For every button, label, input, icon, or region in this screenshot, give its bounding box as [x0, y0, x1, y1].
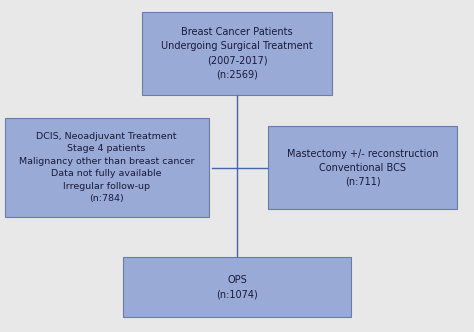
FancyBboxPatch shape	[142, 12, 332, 95]
FancyBboxPatch shape	[123, 257, 351, 317]
Text: Mastectomy +/- reconstruction
Conventional BCS
(n:711): Mastectomy +/- reconstruction Convention…	[287, 149, 438, 187]
Text: DCIS, Neoadjuvant Treatment
Stage 4 patients
Malignancy other than breast cancer: DCIS, Neoadjuvant Treatment Stage 4 pati…	[19, 132, 194, 204]
Text: OPS
(n:1074): OPS (n:1074)	[216, 275, 258, 299]
Text: Breast Cancer Patients
Undergoing Surgical Treatment
(2007-2017)
(n:2569): Breast Cancer Patients Undergoing Surgic…	[161, 27, 313, 79]
FancyBboxPatch shape	[268, 126, 457, 209]
FancyBboxPatch shape	[5, 118, 209, 217]
